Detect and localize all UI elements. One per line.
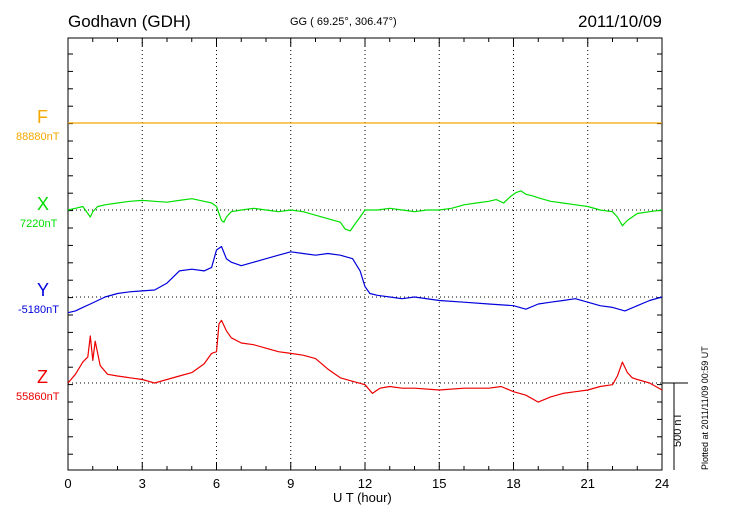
series-line-x — [67, 190, 663, 232]
plotted-timestamp: Plotted at 2011/11/09 00:59 UT — [700, 346, 710, 470]
x-tick-label: 21 — [581, 476, 595, 491]
x-tick-label: 9 — [287, 476, 294, 491]
component-baseline-f: 88880nT — [16, 131, 60, 143]
series-line-z — [67, 319, 663, 403]
x-tick-label: 12 — [358, 476, 372, 491]
component-letter-x: X — [37, 194, 50, 214]
x-tick-label: 0 — [64, 476, 71, 491]
x-tick-label: 18 — [506, 476, 520, 491]
x-tick-label: 3 — [139, 476, 146, 491]
component-letter-z: Z — [37, 367, 48, 387]
x-tick-label: 15 — [432, 476, 446, 491]
component-letter-f: F — [37, 107, 48, 127]
x-tick-label: 24 — [655, 476, 669, 491]
plot-date: 2011/10/09 — [578, 12, 662, 31]
station-coordinates: GG ( 69.25°, 306.47°) — [290, 16, 397, 28]
station-title: Godhavn (GDH) — [68, 12, 191, 31]
component-baseline-y: -5180nT — [18, 304, 59, 316]
scale-label: 500 nT — [672, 412, 684, 447]
x-axis-label: U T (hour) — [333, 490, 392, 505]
component-letter-y: Y — [37, 280, 50, 300]
component-baseline-x: 7220nT — [20, 218, 58, 230]
x-tick-label: 6 — [213, 476, 220, 491]
series-line-y — [67, 245, 663, 314]
component-baseline-z: 55860nT — [16, 391, 60, 403]
